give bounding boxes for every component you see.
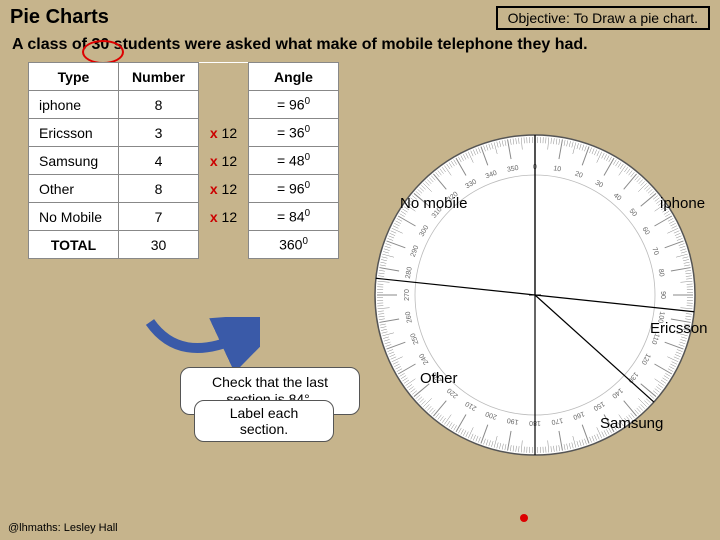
cell-angle: = 360 bbox=[249, 119, 339, 147]
svg-text:270: 270 bbox=[404, 289, 411, 301]
callout-line: Check that the last bbox=[212, 374, 328, 390]
data-table: Type Number Angle iphone8= 960Ericsson3x… bbox=[28, 62, 339, 259]
svg-text:80: 80 bbox=[657, 268, 665, 277]
highlight-oval bbox=[82, 40, 124, 64]
pie-label: Samsung bbox=[600, 415, 663, 432]
protractor-pie: 0102030405060708090100110120130140150160… bbox=[370, 130, 700, 460]
callout-line: section. bbox=[240, 421, 288, 437]
th-angle: Angle bbox=[249, 63, 339, 91]
callout-line: Label each bbox=[230, 405, 299, 421]
th-type: Type bbox=[29, 63, 119, 91]
objective-box: Objective: To Draw a pie chart. bbox=[496, 6, 710, 30]
cell-angle: = 840 bbox=[249, 203, 339, 231]
svg-text:90: 90 bbox=[659, 291, 666, 299]
cell-number: 4 bbox=[119, 147, 199, 175]
table-row: No Mobile7x 12= 840 bbox=[29, 203, 339, 231]
cell-mult: x 12 bbox=[199, 147, 249, 175]
cell-type: No Mobile bbox=[29, 203, 119, 231]
callout-label: Label each section. bbox=[194, 400, 334, 442]
cell-mult bbox=[199, 91, 249, 119]
cell-mult: x 12 bbox=[199, 119, 249, 147]
cell-type: iphone bbox=[29, 91, 119, 119]
cell-type: Other bbox=[29, 175, 119, 203]
cell-total-angle: 3600 bbox=[249, 231, 339, 259]
cell-angle: = 960 bbox=[249, 175, 339, 203]
table-row: Other8x 12= 960 bbox=[29, 175, 339, 203]
table-total-row: TOTAL30 3600 bbox=[29, 231, 339, 259]
page-title: Pie Charts bbox=[10, 6, 109, 29]
cell-total-number: 30 bbox=[119, 231, 199, 259]
curved-arrow bbox=[140, 317, 260, 367]
table-row: Ericsson3x 12= 360 bbox=[29, 119, 339, 147]
pie-label: Ericsson bbox=[650, 320, 708, 337]
cell-mult: x 12 bbox=[199, 175, 249, 203]
cell-angle: = 480 bbox=[249, 147, 339, 175]
cell-number: 3 bbox=[119, 119, 199, 147]
cell-angle: = 960 bbox=[249, 91, 339, 119]
cell-type: Samsung bbox=[29, 147, 119, 175]
cell-type: Ericsson bbox=[29, 119, 119, 147]
cell-total-label: TOTAL bbox=[29, 231, 119, 259]
pie-label: No mobile bbox=[400, 195, 468, 212]
cell-number: 7 bbox=[119, 203, 199, 231]
cell-total-mult bbox=[199, 231, 249, 259]
th-number: Number bbox=[119, 63, 199, 91]
th-mult bbox=[199, 63, 249, 91]
svg-text:10: 10 bbox=[553, 165, 562, 173]
cell-mult: x 12 bbox=[199, 203, 249, 231]
pie-label: iphone bbox=[660, 195, 705, 212]
footer-credit: @lhmaths: Lesley Hall bbox=[8, 522, 118, 534]
red-dot bbox=[520, 514, 528, 522]
cell-number: 8 bbox=[119, 91, 199, 119]
table-row: Samsung4x 12= 480 bbox=[29, 147, 339, 175]
cell-number: 8 bbox=[119, 175, 199, 203]
table-row: iphone8 = 960 bbox=[29, 91, 339, 119]
pie-label: Other bbox=[420, 370, 458, 387]
